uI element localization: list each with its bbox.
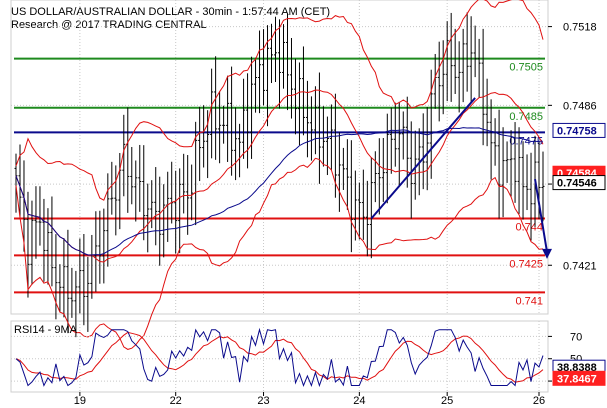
- moving-average-fast: [15, 89, 544, 263]
- price-tag-box: [552, 175, 606, 191]
- time-tick-label: 25: [441, 395, 453, 407]
- level-label: 0.7425: [509, 258, 543, 270]
- moving-average-slow: [15, 127, 544, 256]
- price-axis: 0.75180.74860.74540.74210.747580.745840.…: [548, 22, 606, 272]
- bollinger-upper: [15, 0, 544, 201]
- level-label: 0.741: [515, 295, 543, 307]
- chart-title: US DOLLAR/AUSTRALIAN DOLLAR - 30min - 1:…: [11, 6, 330, 18]
- rsi-tag-label: 37.8467: [557, 373, 597, 385]
- forecast-arrow-head: [541, 248, 552, 259]
- price-tick-label: 0.7518: [563, 22, 597, 34]
- chart-credit: Research @ 2017 TRADING CENTRAL: [11, 19, 207, 31]
- price-tag-box: [552, 122, 606, 138]
- rsi-line: [15, 327, 544, 388]
- price-indicators: [15, 0, 544, 350]
- bollinger-lower: [15, 157, 544, 350]
- price-tick-label: 0.7421: [563, 260, 597, 272]
- time-tick-label: 19: [74, 395, 86, 407]
- level-label: 0.744: [515, 222, 543, 234]
- time-tick-label: 26: [533, 395, 545, 407]
- forecast-arrow-shaft: [534, 178, 548, 253]
- price-tick-label: 0.7486: [563, 100, 597, 112]
- rsi-gridlines: [11, 321, 548, 392]
- level-label: 0.7485: [509, 111, 543, 123]
- price-tag-label: 0.74546: [557, 178, 597, 190]
- rsi-tag-box: [552, 370, 606, 386]
- time-tick-label: 22: [170, 395, 182, 407]
- price-tag-label: 0.74758: [557, 125, 597, 137]
- trendline: [370, 97, 476, 220]
- rsi-label: RSI14 - 9MA: [14, 324, 78, 336]
- level-label: 0.7505: [509, 62, 543, 74]
- rsi-tick-label: 70: [570, 331, 582, 343]
- candles: [14, 12, 545, 338]
- rsi-plot-frame: [10, 320, 549, 393]
- annotations: [370, 97, 552, 259]
- time-tick-label: 24: [353, 395, 365, 407]
- rsi-lines: [15, 327, 544, 388]
- time-axis: 19 22 23 24 25 26: [74, 392, 545, 407]
- price-plot-frame: [10, 0, 549, 315]
- time-tick-label: 23: [257, 395, 269, 407]
